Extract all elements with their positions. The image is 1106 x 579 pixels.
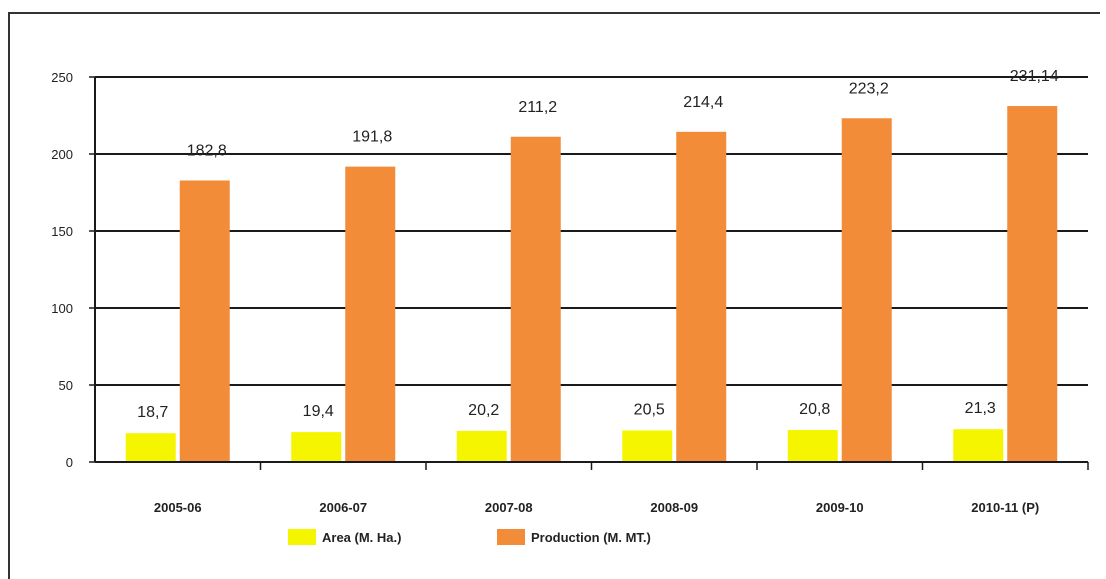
- y-tick-label: 250: [51, 70, 73, 85]
- legend-label: Production (M. MT.): [531, 530, 651, 545]
- x-tick-label: 2010-11 (P): [971, 500, 1039, 515]
- data-label: 20,8: [799, 401, 830, 418]
- chart-frame: [8, 12, 1100, 579]
- data-label: 18,7: [137, 404, 168, 421]
- data-label: 223,2: [849, 80, 889, 97]
- legend-label: Area (M. Ha.): [322, 530, 401, 545]
- bar-area: [953, 429, 1004, 462]
- data-labels: 18,7 182,8 19,4 191,8 20,2 211,2 20,5 214,4 20,8…: [137, 68, 1059, 421]
- bar-area: [456, 430, 507, 462]
- data-label: 20,2: [468, 402, 499, 419]
- bar-production: [841, 118, 892, 462]
- bar-production: [676, 131, 727, 462]
- legend: Area (M. Ha.) Production (M. MT.): [288, 529, 651, 545]
- x-tick-label: 2009-10: [816, 500, 864, 515]
- bar-area: [125, 433, 176, 462]
- data-label: 21,3: [965, 400, 996, 417]
- data-label: 211,2: [518, 99, 557, 116]
- legend-swatch: [497, 529, 525, 545]
- gridlines: [95, 76, 1088, 386]
- bar-production: [345, 166, 396, 463]
- axes: 0 50 100 150 200 250 2005-06 2006-07 2007-08 2008…: [51, 70, 1089, 515]
- data-label: 191,8: [352, 129, 392, 146]
- bar-area: [291, 432, 342, 462]
- data-label: 214,4: [683, 94, 723, 111]
- x-tick-label: 2005-06: [154, 500, 202, 515]
- y-tick-label: 50: [59, 378, 73, 393]
- data-label: 231,14: [1010, 68, 1059, 85]
- x-tick-label: 2007-08: [485, 500, 533, 515]
- legend-swatch: [288, 529, 316, 545]
- data-label: 20,5: [634, 401, 665, 418]
- bar-production: [179, 180, 230, 462]
- data-label: 19,4: [303, 403, 334, 420]
- bar-production: [1007, 106, 1058, 462]
- data-label: 182,8: [187, 142, 227, 159]
- x-tick-label: 2006-07: [319, 500, 367, 515]
- y-tick-label: 200: [51, 147, 73, 162]
- bar-area: [787, 429, 838, 462]
- bar-production: [510, 136, 561, 462]
- x-tick-label: 2008-09: [650, 500, 698, 515]
- bar-area: [622, 430, 673, 462]
- y-tick-label: 100: [51, 301, 73, 316]
- y-tick-label: 0: [66, 455, 73, 470]
- bars: [125, 106, 1058, 463]
- y-tick-label: 150: [51, 224, 73, 239]
